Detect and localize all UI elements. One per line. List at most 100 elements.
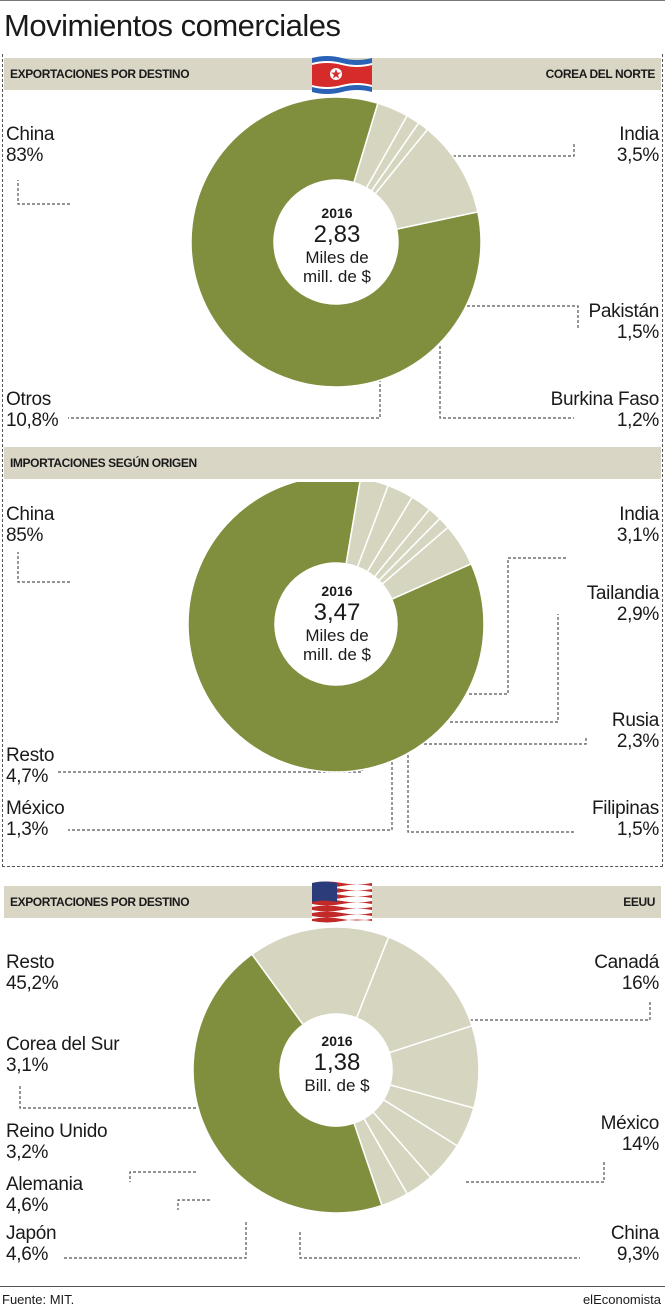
leader-line	[19, 1084, 196, 1109]
panel-1-unit-1: Miles de	[305, 248, 369, 267]
slice-value: 9,3%	[616, 1244, 659, 1265]
slice-label: Tailandia	[586, 583, 660, 604]
north-korea-imports-donut	[17, 482, 587, 833]
slice-label: Resto	[6, 745, 55, 766]
leader-line	[460, 1000, 651, 1021]
label-nk-imp-china: China 85%	[6, 504, 54, 546]
slice-label: China	[6, 504, 55, 525]
slice-value: 85%	[6, 525, 44, 546]
panel-2-unit-1: Miles de	[305, 626, 369, 645]
leader-line	[64, 1222, 247, 1259]
leader-line	[466, 1160, 605, 1183]
label-nk-exp-otros: Otros 10,8%	[6, 389, 59, 431]
label-nk-exp-china: China 83%	[6, 124, 54, 166]
slice-label: India	[619, 124, 659, 145]
slice-label: Resto	[6, 952, 55, 973]
slice-label: Rusia	[611, 710, 659, 731]
label-nk-imp-mexico: México 1,3%	[6, 798, 65, 840]
slice-value: 3,2%	[6, 1142, 49, 1163]
slice-label: Corea del Sur	[6, 1034, 120, 1055]
leader-line	[418, 144, 575, 157]
panel-1-year: 2016	[321, 205, 353, 221]
panel-3-header-right: EEUU	[623, 895, 655, 909]
slice-label: México	[6, 798, 65, 819]
slice-label: Alemania	[6, 1174, 83, 1195]
label-us-alemania: Alemania 4,6%	[6, 1174, 83, 1216]
leader-line	[439, 336, 574, 419]
panel-2-header: IMPORTACIONES SEGÚN ORIGEN	[4, 447, 661, 479]
label-us-resto: Resto 45,2%	[6, 952, 59, 994]
panel-3-header-left: EXPORTACIONES POR DESTINO	[10, 895, 190, 909]
slice-label: Reino Unido	[6, 1121, 108, 1142]
usa-flag-icon	[312, 881, 372, 923]
north-korea-frame	[2, 54, 663, 867]
slice-value: 1,3%	[6, 819, 49, 840]
panel-2-total: 3,47	[313, 599, 361, 626]
slice-label: Pakistán	[588, 301, 660, 322]
leader-line	[17, 180, 70, 205]
north-korea-exports-donut	[17, 96, 579, 419]
donut-hole	[275, 563, 397, 685]
panel-2-header-left: IMPORTACIONES SEGÚN ORIGEN	[10, 456, 197, 470]
label-us-china: China 9,3%	[611, 1223, 659, 1265]
slice-label: Otros	[6, 389, 51, 410]
slice-value: 4,6%	[6, 1195, 49, 1216]
label-us-reino-unido: Reino Unido 3,2%	[6, 1121, 108, 1163]
panel-3-total: 1,38	[313, 1049, 361, 1076]
label-nk-exp-burkina: Burkina Faso 1,2%	[551, 389, 660, 431]
label-nk-exp-india: India 3,5%	[617, 124, 659, 166]
leader-line	[68, 752, 393, 831]
leader-line	[407, 750, 576, 833]
slice-value: 3,1%	[616, 525, 659, 546]
page-title: Movimientos comerciales	[4, 8, 341, 43]
slice-value: 45,2%	[6, 973, 59, 994]
panel-1-header-right: COREA DEL NORTE	[545, 67, 656, 81]
panel-1-center: 2016 2,83 Miles de mill. de $	[277, 204, 397, 286]
label-us-japon: Japón 4,6%	[6, 1223, 57, 1265]
donut-hole	[280, 1014, 392, 1126]
slice-value: 10,8%	[6, 410, 59, 431]
footer-rule	[0, 1286, 665, 1287]
slice-value: 1,2%	[616, 410, 659, 431]
slice-value: 1,5%	[616, 819, 659, 840]
panel-1-header-left: EXPORTACIONES POR DESTINO	[10, 67, 190, 81]
label-nk-imp-rusia: Rusia 2,3%	[612, 710, 659, 752]
panel-3-year: 2016	[321, 1033, 353, 1049]
panel-1-total: 2,83	[313, 221, 361, 248]
leader-line	[424, 736, 587, 745]
leader-line	[68, 364, 381, 419]
north-korea-flag-icon	[312, 56, 372, 94]
leader-line	[177, 1199, 210, 1210]
usa-exports-donut	[19, 926, 651, 1259]
panel-3-center: 2016 1,38 Bill. de $	[277, 1032, 397, 1095]
label-nk-imp-tailandia: Tailandia 2,9%	[586, 583, 660, 625]
label-nk-imp-india: India 3,1%	[617, 504, 659, 546]
label-nk-imp-resto: Resto 4,7%	[6, 745, 54, 787]
slice-value: 3,5%	[616, 145, 659, 166]
source-note: Fuente: MIT.	[2, 1292, 75, 1307]
brand-name: elEconomista	[582, 1292, 661, 1307]
leader-line	[299, 1232, 580, 1259]
slice-value: 1,5%	[616, 322, 659, 343]
slice-value: 2,3%	[616, 731, 659, 752]
donut-hole	[274, 180, 398, 304]
label-us-corea-sur: Corea del Sur 3,1%	[6, 1034, 120, 1076]
label-nk-imp-filipinas: Filipinas 1,5%	[592, 798, 659, 840]
slice-value: 4,7%	[6, 766, 49, 787]
slice-value: 14%	[621, 1134, 659, 1155]
leader-line	[464, 557, 566, 695]
leader-line	[58, 758, 363, 773]
panel-2-center: 2016 3,47 Miles de mill. de $	[277, 582, 397, 664]
panel-2-year: 2016	[321, 583, 353, 599]
slice-value: 2,9%	[616, 604, 659, 625]
panel-1-unit-2: mill. de $	[302, 267, 372, 286]
panel-3-unit-1: Bill. de $	[304, 1076, 370, 1095]
slice-value: 4,6%	[6, 1244, 49, 1265]
leader-line	[129, 1171, 196, 1182]
leader-line	[462, 305, 579, 328]
label-us-canada: Canadá 16%	[594, 952, 659, 994]
slice-value: 16%	[621, 973, 659, 994]
slice-label: China	[610, 1223, 659, 1244]
slice-label: Japón	[6, 1223, 57, 1244]
slice-label: México	[600, 1113, 660, 1134]
